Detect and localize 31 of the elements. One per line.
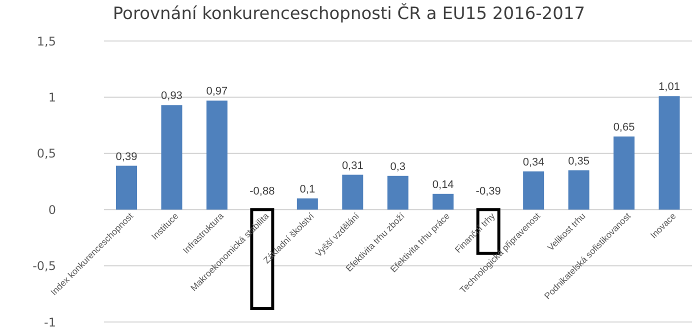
y-tick-label: 1 — [48, 90, 56, 104]
bar — [658, 96, 680, 210]
y-tick-label: 1,5 — [36, 34, 56, 48]
data-label: -0,88 — [250, 186, 275, 198]
data-label: 0,93 — [161, 90, 182, 102]
data-label: 0,35 — [568, 155, 590, 168]
bar — [387, 176, 408, 210]
bar — [342, 174, 364, 210]
bar — [432, 194, 454, 210]
y-tick-label: -1 — [44, 315, 56, 330]
data-label: 0,97 — [206, 86, 228, 98]
data-label: 0,39 — [116, 150, 138, 163]
bar — [523, 171, 544, 210]
bar — [161, 105, 182, 210]
bar — [116, 166, 137, 210]
data-label: -0,39 — [476, 186, 501, 198]
bar — [568, 170, 590, 210]
y-tick-label: -0,5 — [32, 259, 56, 274]
data-label: 0,3 — [390, 160, 406, 173]
bar — [206, 100, 228, 210]
data-label: 1,01 — [658, 81, 680, 94]
data-label: 0,34 — [522, 156, 544, 168]
bar — [296, 198, 318, 210]
data-label: 0,65 — [613, 122, 635, 134]
y-tick-label: 0,5 — [36, 146, 56, 161]
data-label: 0,14 — [432, 178, 454, 191]
bar — [614, 136, 635, 210]
chart-title: Porovnání konkurenceschopnosti ČR a EU15 2016-2017 — [112, 4, 586, 24]
y-tick-label: 0 — [48, 202, 56, 217]
data-label: 0,31 — [342, 160, 364, 172]
data-label: 0,1 — [300, 183, 316, 196]
